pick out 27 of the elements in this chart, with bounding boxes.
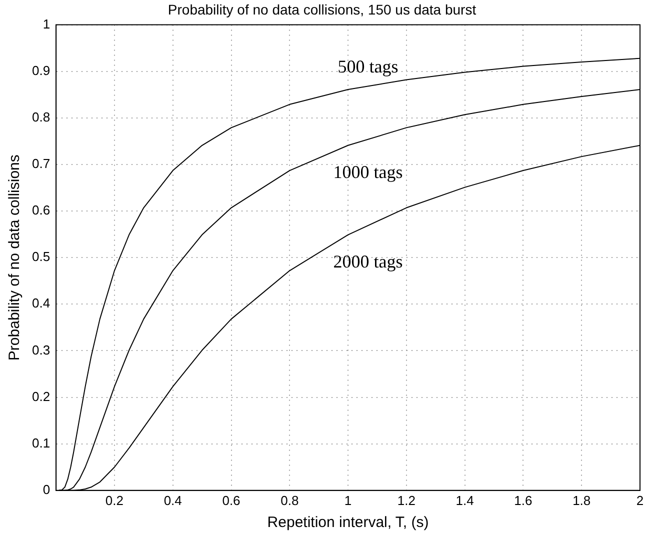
x-tick-label: 2 bbox=[636, 492, 644, 508]
x-tick-label: 0.6 bbox=[222, 492, 240, 508]
x-tick-label: 1 bbox=[344, 492, 352, 508]
y-tick-label: 1 bbox=[42, 16, 50, 32]
x-tick-label: 1.6 bbox=[514, 492, 532, 508]
x-tick-label: 1.8 bbox=[572, 492, 591, 508]
x-tick-label: 0.2 bbox=[105, 492, 124, 508]
y-tick-label: 0.5 bbox=[32, 249, 50, 264]
y-tick-label: 0.6 bbox=[32, 202, 50, 218]
chart-title: Probability of no data collisions, 150 us data burst bbox=[168, 1, 476, 18]
x-axis-title: Repetition interval, T, (s) bbox=[267, 514, 429, 532]
series-label: 500 tags bbox=[338, 56, 398, 76]
y-tick-label: 0.1 bbox=[32, 435, 50, 450]
x-tick-label: 0.4 bbox=[164, 492, 182, 508]
y-tick-label: 0.8 bbox=[32, 110, 50, 124]
x-tick-label: 0.8 bbox=[280, 492, 299, 508]
series-label: 2000 tags bbox=[333, 252, 403, 272]
y-tick-label: 0.4 bbox=[32, 296, 50, 311]
y-tick-label: 0.9 bbox=[32, 62, 50, 78]
y-tick-label: 0 bbox=[42, 482, 50, 497]
y-tick-label: 0.7 bbox=[32, 156, 50, 172]
y-tick-label: 0.3 bbox=[32, 342, 50, 358]
y-axis-title: Probability of no data collisions bbox=[6, 154, 24, 361]
series-label: 1000 tags bbox=[333, 162, 403, 182]
x-tick-label: 1.2 bbox=[397, 492, 416, 508]
y-tick-label: 0.2 bbox=[32, 388, 50, 404]
x-tick-label: 1.4 bbox=[456, 492, 474, 508]
